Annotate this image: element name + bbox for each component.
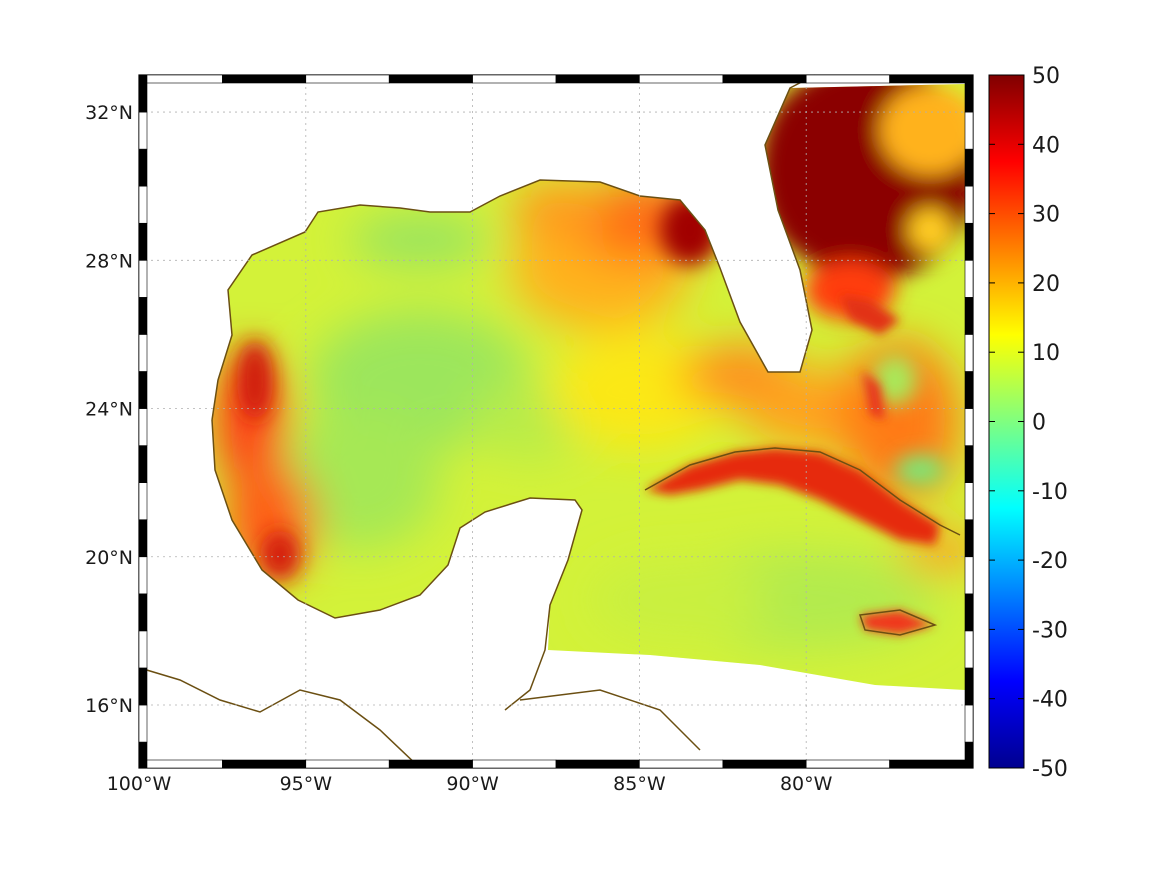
frame-segment: [555, 759, 640, 769]
frame-segment: [138, 259, 148, 298]
frame-segment: [138, 482, 148, 521]
frame-segment: [805, 74, 890, 84]
lat-tick-label: 16°N: [85, 695, 133, 717]
grid-lines: [138, 75, 973, 768]
map-frame: [138, 74, 974, 769]
colorbar-tick-label: 30: [1032, 203, 1060, 228]
colorbar-tick-label: 20: [1032, 272, 1060, 297]
colorbar-tick-label: 10: [1032, 341, 1060, 366]
frame-segment: [138, 630, 148, 669]
frame-segment: [639, 759, 724, 769]
frame-segment: [964, 185, 974, 224]
frame-segment: [138, 759, 223, 769]
frame-segment: [722, 759, 807, 769]
lat-tick-label: 24°N: [85, 399, 133, 421]
frame-segment: [138, 74, 223, 84]
lon-tick-label: 95°W: [280, 773, 333, 795]
colorbar-tick-label: -40: [1032, 688, 1068, 713]
lat-tick-label: 20°N: [85, 547, 133, 569]
frame-segment: [138, 334, 148, 372]
colorbar-tick-label: -50: [1032, 757, 1068, 782]
frame-segment: [388, 759, 473, 769]
colorbar-ticks: 50 40 30 20 10 0 -10 -20 -30 -40 -50: [989, 64, 1068, 782]
frame-segment: [472, 759, 557, 769]
colorbar-tick-label: 50: [1032, 64, 1060, 89]
frame-segment: [889, 74, 974, 84]
frame-segment: [639, 74, 724, 84]
lon-tick-label: 100°W: [107, 773, 172, 795]
lat-tick-labels: 32°N 28°N 24°N 20°N 16°N: [85, 102, 133, 717]
colorbar-tick-label: -10: [1032, 480, 1068, 505]
frame-segment: [964, 297, 974, 335]
frame-segment: [964, 222, 974, 261]
colorbar-tick-label: -20: [1032, 549, 1068, 574]
frame-segment: [138, 297, 148, 335]
lon-tick-labels: 100°W 95°W 90°W 85°W 80°W: [107, 773, 833, 795]
frame-segment: [138, 593, 148, 632]
frame-segment: [964, 741, 974, 769]
frame-segment: [964, 334, 974, 372]
frame-segment: [222, 759, 307, 769]
frame-segment: [138, 741, 148, 769]
frame-segment: [222, 74, 307, 84]
colorbar-tick-label: -30: [1032, 618, 1068, 643]
frame-segment: [138, 148, 148, 187]
frame-segment: [138, 408, 148, 446]
frame-segment: [138, 185, 148, 224]
frame-segment: [138, 667, 148, 706]
frame-segment: [138, 445, 148, 483]
frame-segment: [805, 759, 890, 769]
frame-segment: [964, 704, 974, 743]
frame-segment: [472, 74, 557, 84]
lon-tick-label: 85°W: [613, 773, 666, 795]
frame-segment: [138, 371, 148, 409]
frame-segment: [722, 74, 807, 84]
frame-segment: [138, 74, 148, 113]
colorbar: 50 40 30 20 10 0 -10 -20 -30 -40 -50: [988, 64, 1068, 782]
frame-segment: [964, 445, 974, 483]
lat-tick-label: 28°N: [85, 250, 133, 272]
colorbar-tick-label: 40: [1032, 133, 1060, 158]
frame-segment: [964, 556, 974, 595]
frame-segment: [964, 593, 974, 632]
frame-segment: [138, 704, 148, 743]
frame-segment: [964, 408, 974, 446]
frame-segment: [964, 74, 974, 113]
frame-segment: [964, 148, 974, 187]
data-field: [212, 84, 965, 690]
frame-segment: [305, 74, 390, 84]
frame-segment: [964, 111, 974, 150]
lon-tick-label: 80°W: [780, 773, 833, 795]
frame-segment: [305, 759, 390, 769]
lon-tick-label: 90°W: [446, 773, 499, 795]
coastline: [139, 74, 961, 769]
frame-segment: [388, 74, 473, 84]
frame-segment: [964, 630, 974, 669]
lat-tick-label: 32°N: [85, 102, 133, 124]
cuba-island: [645, 295, 940, 635]
frame-segment: [138, 556, 148, 595]
frame-segment: [964, 259, 974, 298]
frame-segment: [138, 222, 148, 261]
frame-segment: [964, 667, 974, 706]
frame-segment: [555, 74, 640, 84]
frame-segment: [964, 482, 974, 521]
frame-segment: [964, 371, 974, 409]
frame-segment: [889, 759, 974, 769]
frame-segment: [138, 111, 148, 150]
frame-segment: [964, 519, 974, 558]
frame-segment: [138, 519, 148, 558]
colorbar-tick-label: 0: [1032, 411, 1046, 436]
